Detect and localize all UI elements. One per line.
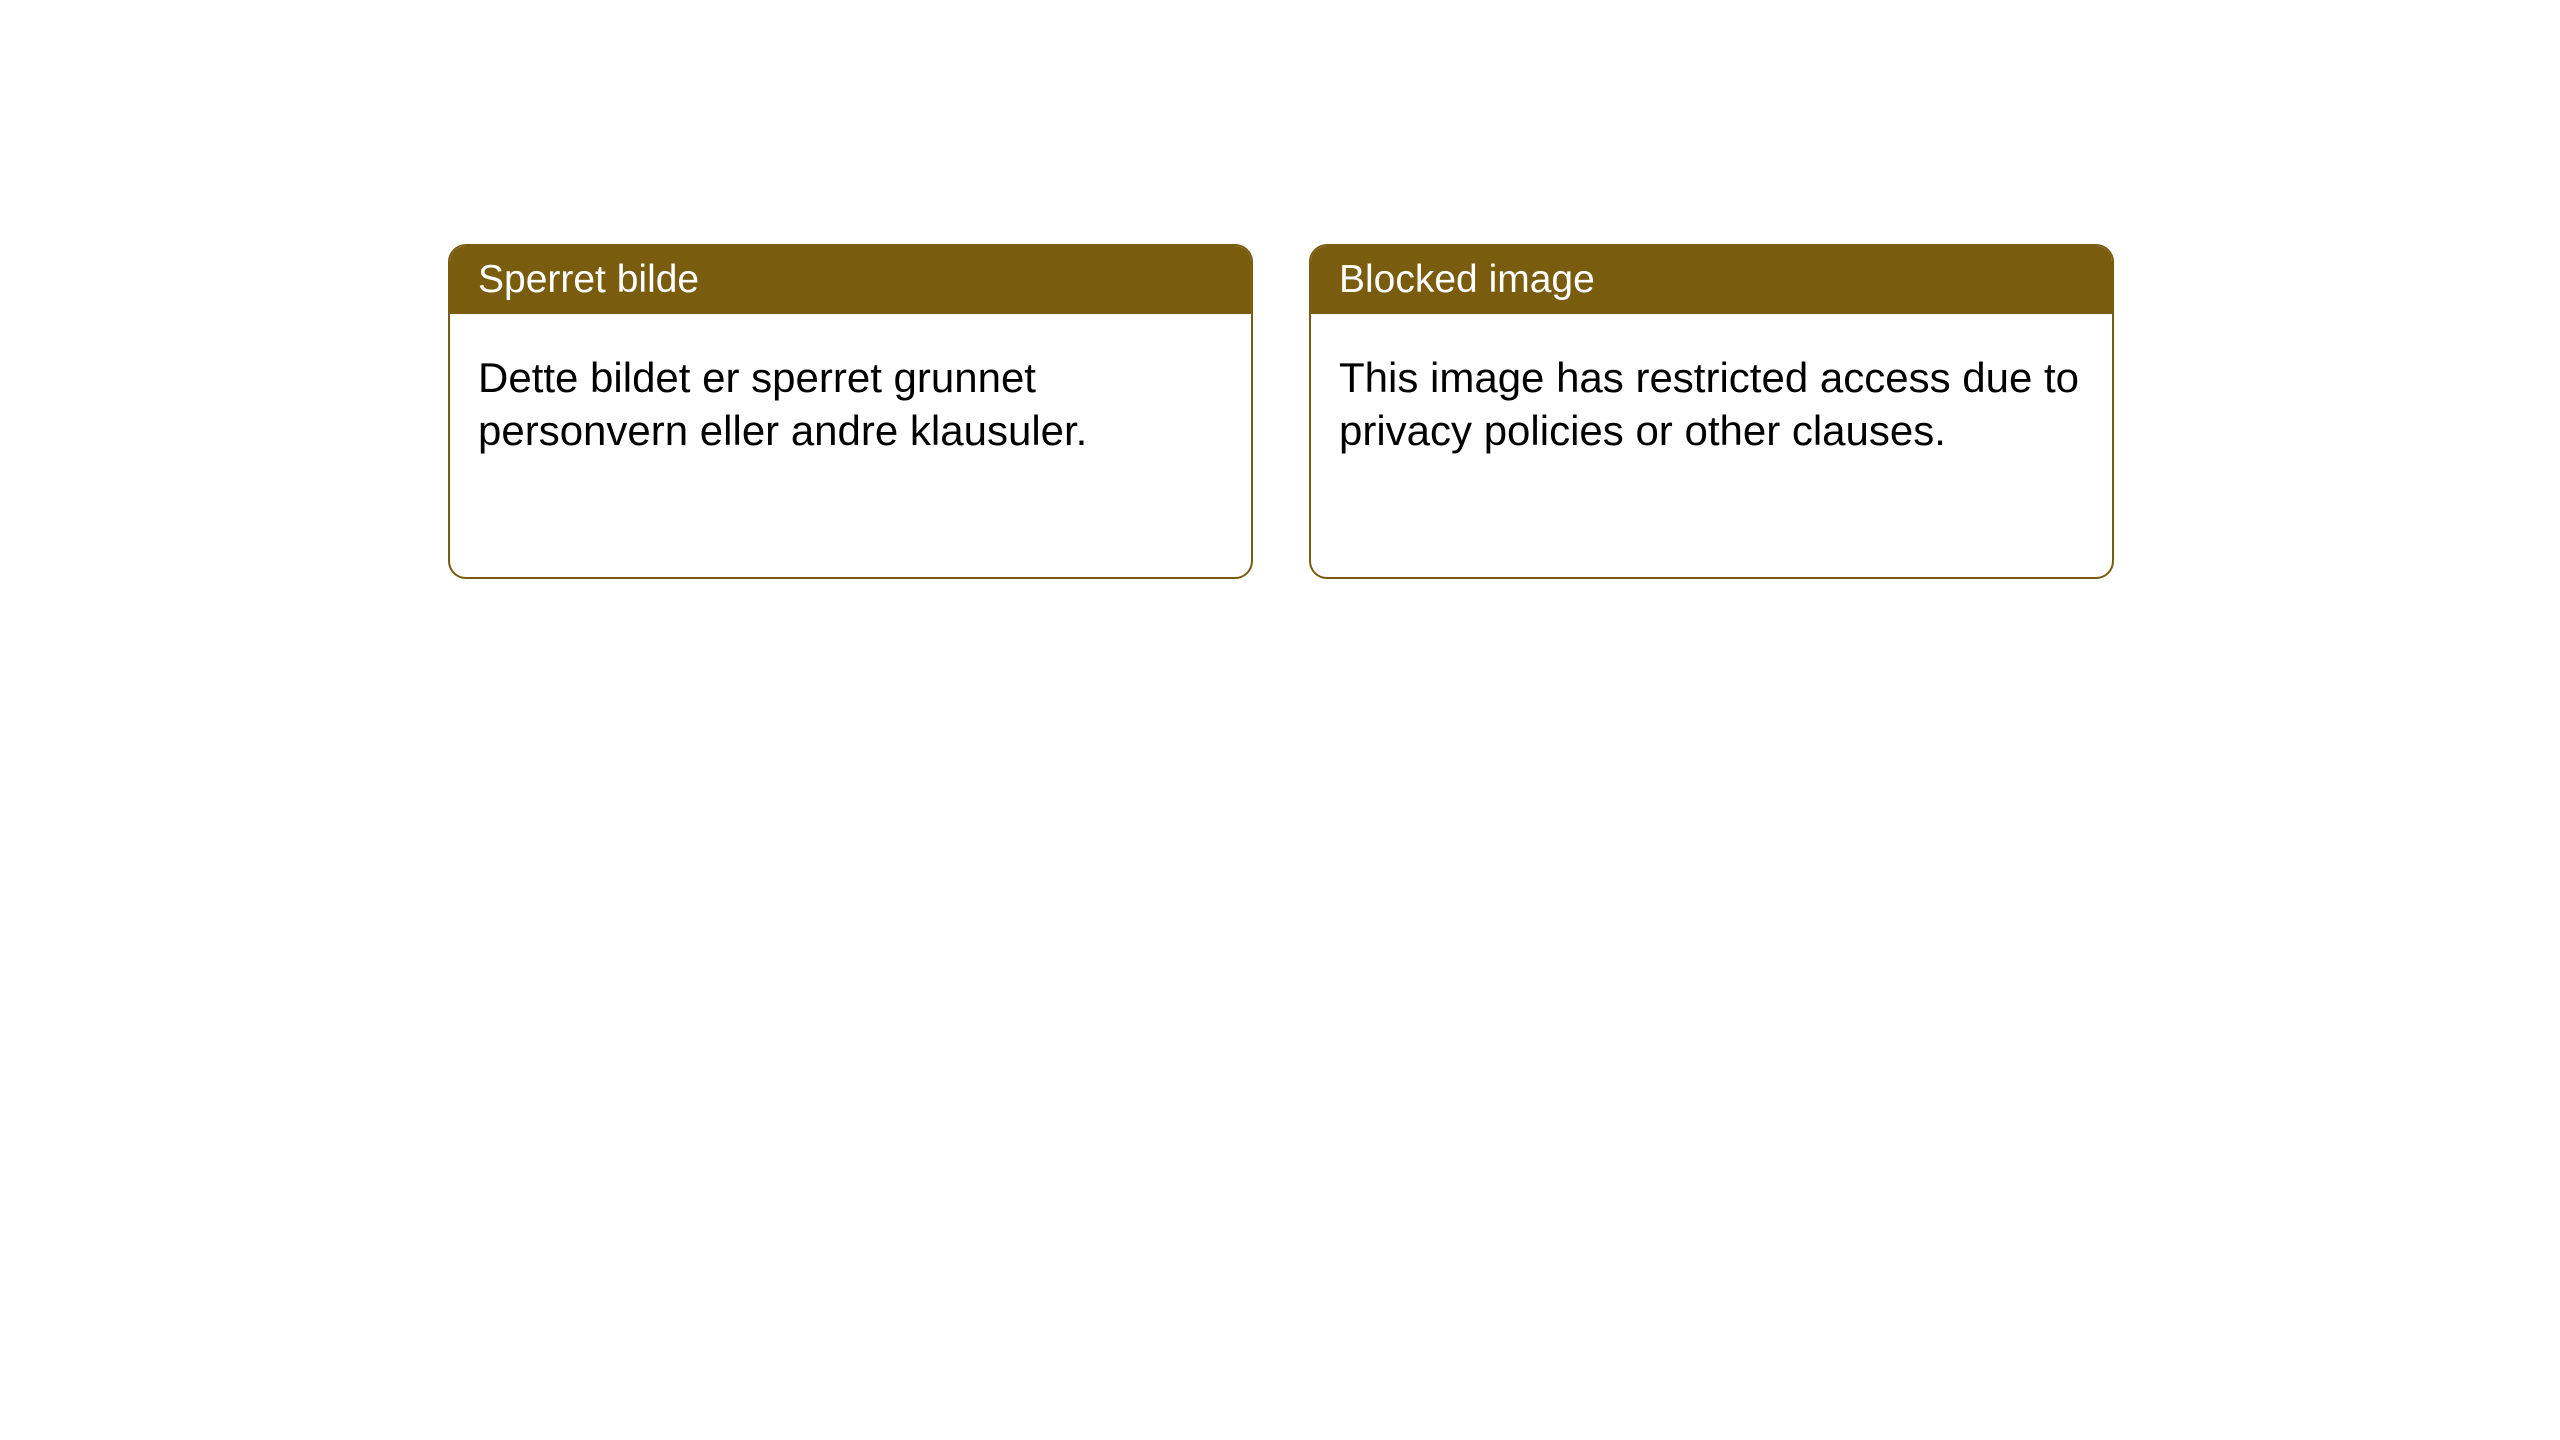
- notice-card-english: Blocked image This image has restricted …: [1309, 244, 2114, 579]
- notice-card-body: This image has restricted access due to …: [1311, 314, 2112, 495]
- notice-card-body: Dette bildet er sperret grunnet personve…: [450, 314, 1251, 495]
- notice-card-title: Sperret bilde: [478, 258, 699, 301]
- notice-card-container: Sperret bilde Dette bildet er sperret gr…: [448, 244, 2114, 579]
- notice-card-message: This image has restricted access due to …: [1339, 354, 2079, 454]
- notice-card-message: Dette bildet er sperret grunnet personve…: [478, 354, 1087, 454]
- notice-card-header: Blocked image: [1311, 246, 2112, 314]
- notice-card-header: Sperret bilde: [450, 246, 1251, 314]
- notice-card-title: Blocked image: [1339, 258, 1595, 301]
- notice-card-norwegian: Sperret bilde Dette bildet er sperret gr…: [448, 244, 1253, 579]
